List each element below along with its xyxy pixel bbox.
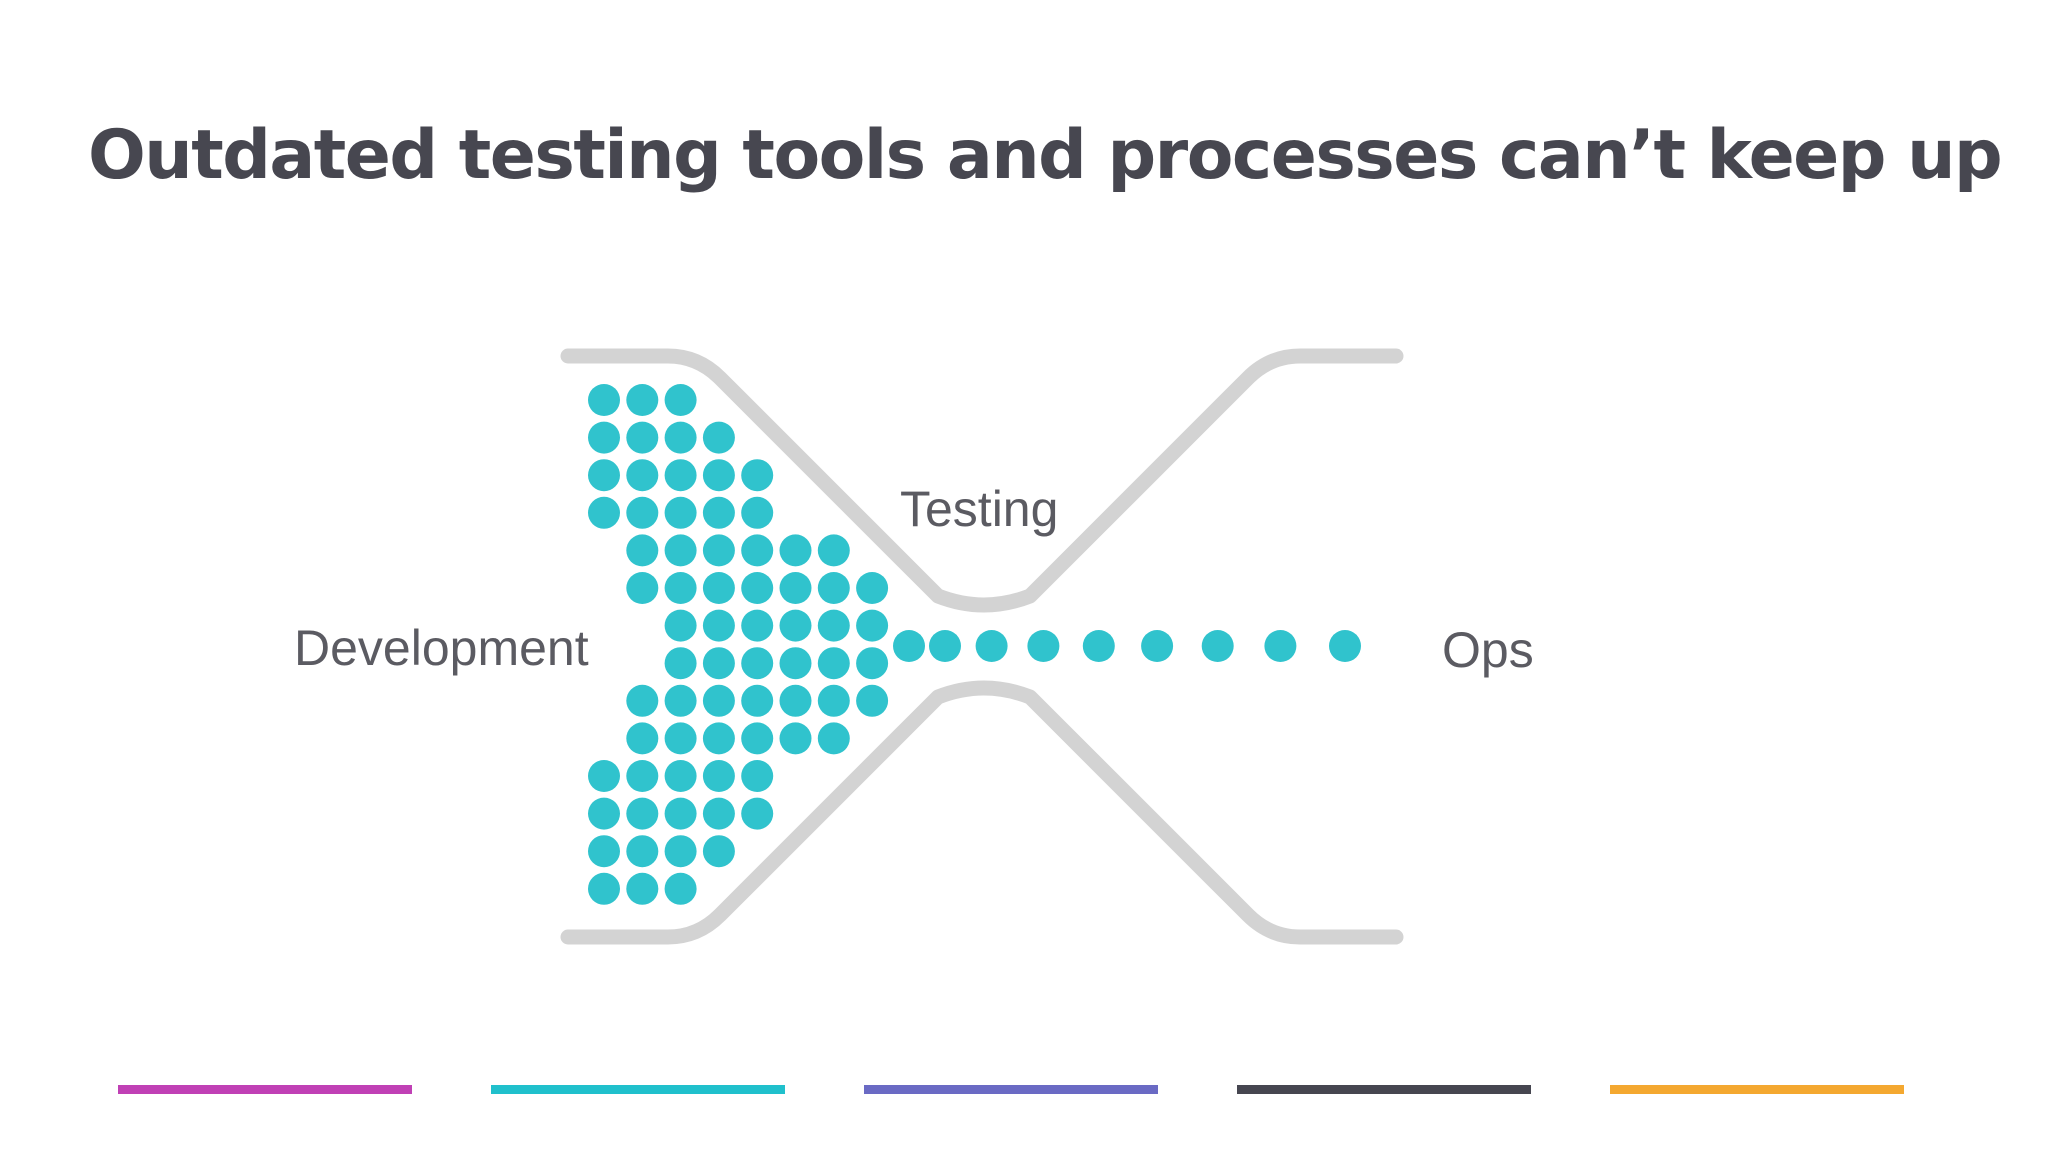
backlog-dot xyxy=(664,835,697,868)
backlog-dot xyxy=(664,684,697,717)
backlog-dot xyxy=(741,534,774,567)
backlog-dot xyxy=(664,496,697,529)
backlog-dot xyxy=(741,684,774,717)
backlog-dot xyxy=(702,496,735,529)
backlog-dot xyxy=(856,684,889,717)
backlog-dot xyxy=(626,384,659,416)
backlog-dot xyxy=(817,534,850,567)
backlog-dot xyxy=(664,722,697,755)
stream-dot xyxy=(1141,630,1174,662)
backlog-dot xyxy=(588,421,620,454)
backlog-dot xyxy=(779,609,812,642)
backlog-dot xyxy=(856,609,889,642)
stream-dot xyxy=(1027,630,1060,662)
backlog-dot xyxy=(817,572,850,604)
pipe-bottom-left xyxy=(560,680,1404,945)
backlog-dot xyxy=(702,609,735,642)
backlog-dot xyxy=(626,722,659,755)
backlog-dot xyxy=(664,534,697,567)
stream-dot xyxy=(893,630,925,662)
backlog-dot xyxy=(856,572,889,604)
backlog-dot xyxy=(664,609,697,642)
backlog-dot xyxy=(741,797,774,830)
backlog-dot xyxy=(664,760,697,792)
stream-dot xyxy=(975,630,1008,662)
backlog-dot xyxy=(702,459,735,492)
pipe-walls xyxy=(560,348,1404,945)
backlog-dot xyxy=(779,684,812,717)
backlog-dot xyxy=(702,421,735,454)
backlog-dot xyxy=(664,797,697,830)
backlog-dot xyxy=(626,572,659,604)
backlog-dot xyxy=(702,572,735,604)
backlog-dot xyxy=(588,872,620,905)
backlog-dot xyxy=(702,835,735,868)
stream-dot xyxy=(1201,630,1234,662)
backlog-dot xyxy=(588,384,620,416)
backlog-dot xyxy=(741,760,774,792)
backlog-dot xyxy=(588,496,620,529)
backlog-dot xyxy=(626,534,659,567)
backlog-dot xyxy=(588,835,620,868)
backlog-dot xyxy=(626,421,659,454)
backlog-dot xyxy=(664,872,697,905)
stream-dot xyxy=(1264,630,1297,662)
backlog-dot xyxy=(626,797,659,830)
backlog-dot xyxy=(588,760,620,792)
slide-title: Outdated testing tools and processes can… xyxy=(88,116,2003,195)
backlog-dot xyxy=(779,572,812,604)
backlog-dot xyxy=(664,421,697,454)
backlog-dot xyxy=(779,647,812,680)
backlog-dot xyxy=(779,722,812,755)
backlog-dot xyxy=(817,684,850,717)
stage-label-testing: Testing xyxy=(900,481,1058,537)
stream-dot xyxy=(1082,630,1115,662)
backlog-dot xyxy=(741,609,774,642)
backlog-dot xyxy=(741,496,774,529)
backlog-dot xyxy=(702,760,735,792)
backlog-dot xyxy=(626,872,659,905)
backlog-dot xyxy=(626,496,659,529)
backlog-dot xyxy=(702,534,735,567)
backlog-dot xyxy=(664,384,697,416)
stream-dot xyxy=(929,630,961,662)
backlog-dot xyxy=(741,647,774,680)
backlog-dot xyxy=(741,459,774,492)
backlog-dot xyxy=(817,647,850,680)
pipe-top-left xyxy=(560,348,1404,613)
stage-label-ops: Ops xyxy=(1442,622,1534,678)
backlog-dot xyxy=(626,835,659,868)
backlog-dot xyxy=(588,797,620,830)
work-items xyxy=(588,384,1361,905)
backlog-dot xyxy=(664,459,697,492)
backlog-dot xyxy=(588,459,620,492)
stream-dot xyxy=(1329,630,1361,662)
backlog-dot xyxy=(702,684,735,717)
backlog-dot xyxy=(741,722,774,755)
backlog-dot xyxy=(664,572,697,604)
backlog-dot xyxy=(626,760,659,792)
stage-label-development: Development xyxy=(294,620,589,676)
backlog-dot xyxy=(664,647,697,680)
backlog-dot xyxy=(702,647,735,680)
backlog-dot xyxy=(856,647,889,680)
backlog-dot xyxy=(817,609,850,642)
backlog-dot xyxy=(626,684,659,717)
backlog-dot xyxy=(702,722,735,755)
backlog-dot xyxy=(817,722,850,755)
backlog-dot xyxy=(741,572,774,604)
backlog-dot xyxy=(702,797,735,830)
backlog-dot xyxy=(779,534,812,567)
backlog-dot xyxy=(626,459,659,492)
